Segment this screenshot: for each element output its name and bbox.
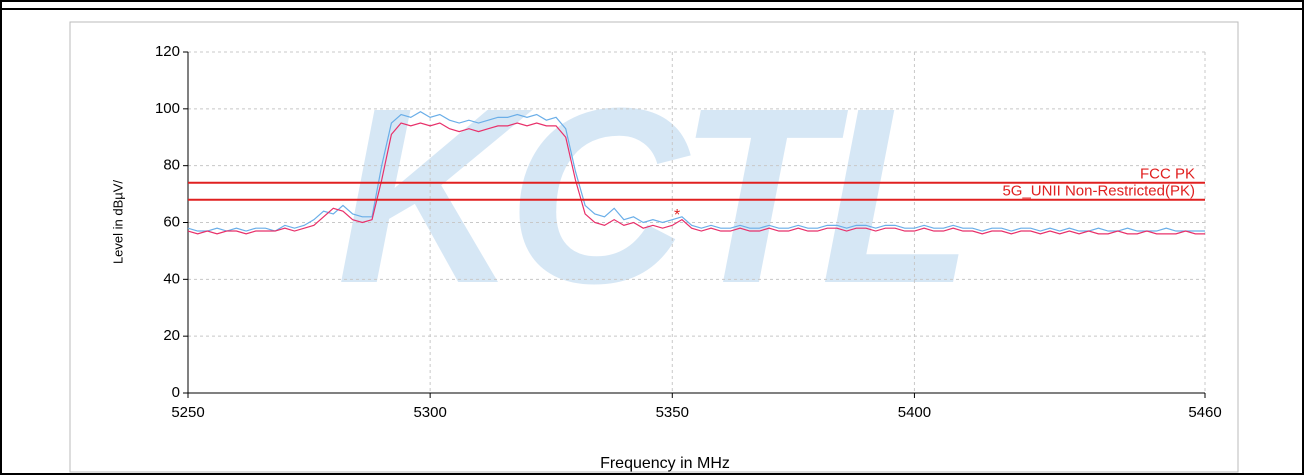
y-tick-label: 80 bbox=[163, 157, 180, 174]
chart-box bbox=[69, 21, 1239, 473]
x-tick-label: 5350 bbox=[656, 404, 689, 421]
x-axis-label: Frequency in MHz bbox=[600, 455, 730, 472]
x-tick-label: 5300 bbox=[413, 404, 446, 421]
marker: * bbox=[674, 207, 680, 224]
trace bbox=[187, 122, 1205, 235]
limit-label: FCC PK bbox=[1140, 166, 1195, 183]
x-tick-label: 5460 bbox=[1188, 404, 1221, 421]
x-tick-label: 5400 bbox=[898, 404, 931, 421]
y-tick-label: 60 bbox=[163, 213, 180, 230]
limit-label: 5G_UNII Non-Restricted(PK) bbox=[1002, 183, 1195, 200]
y-tick-label: 20 bbox=[163, 327, 180, 344]
y-axis-label: Level in dBµV/ bbox=[110, 180, 125, 264]
y-tick-label: 100 bbox=[155, 100, 180, 117]
x-tick-label: 5250 bbox=[171, 404, 204, 421]
trace bbox=[187, 110, 1205, 232]
y-tick-label: 0 bbox=[172, 384, 180, 401]
y-tick-label: 40 bbox=[163, 270, 180, 287]
watermark: KCTL bbox=[337, 56, 964, 335]
y-tick-label: 120 bbox=[155, 43, 180, 60]
